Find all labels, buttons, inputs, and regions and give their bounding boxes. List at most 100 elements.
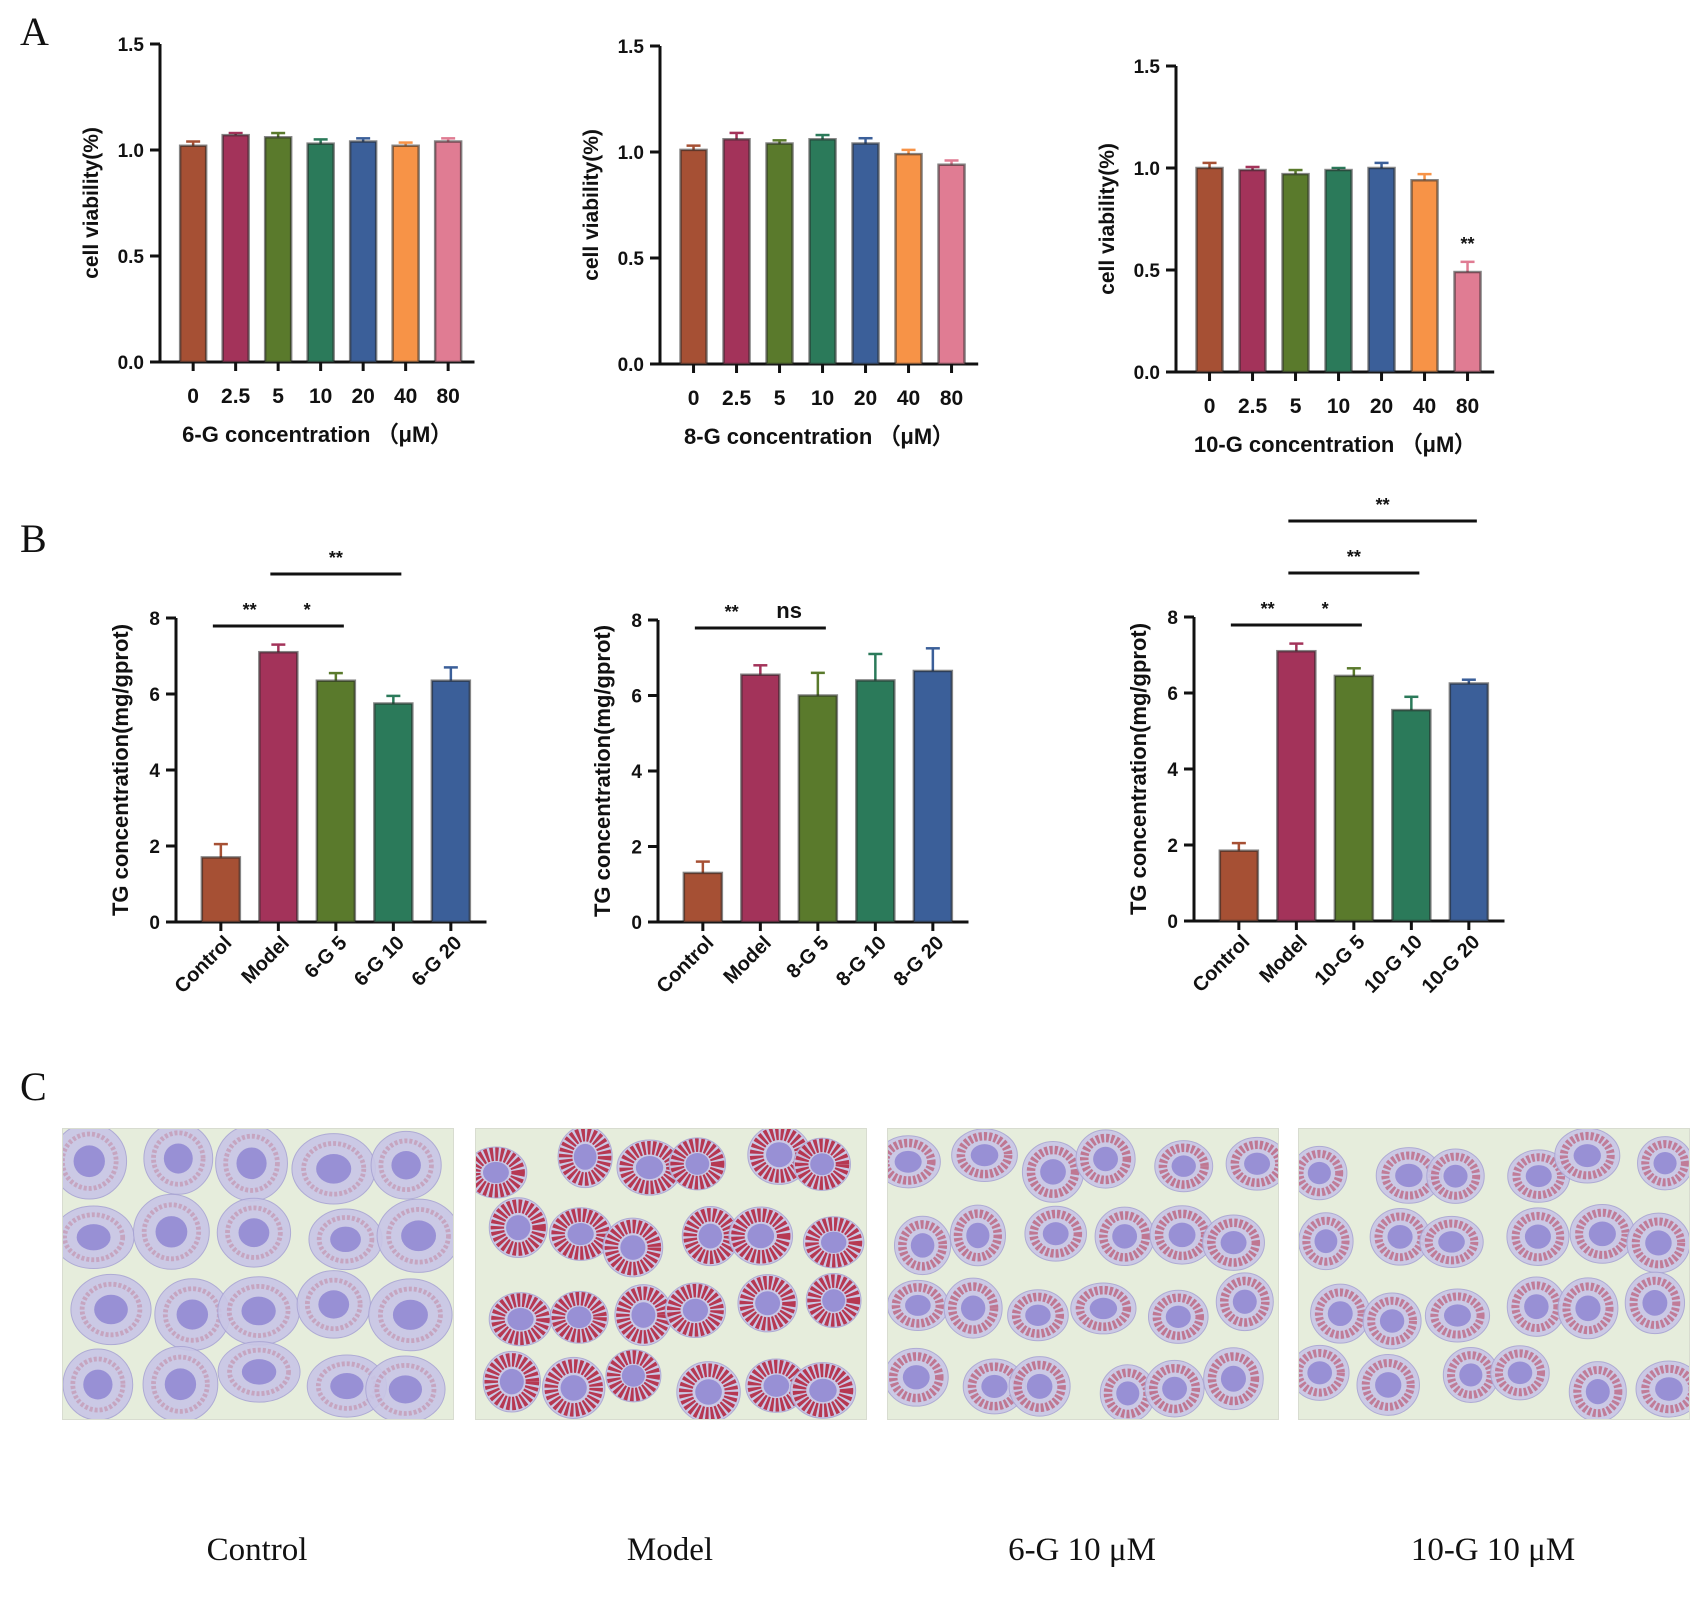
chart-body: 0.0 0.5 1.0 1.5 cell viability(%) 0 2.5 5 10 20 40… [80,35,475,447]
y-tick-label: 1.5 [118,35,145,56]
cell-nucleus [388,1375,423,1404]
cell-nucleus [766,1142,793,1168]
lipid-droplet-ring [63,1131,119,1191]
micrograph-image [888,1129,1278,1419]
bar-2.5 [221,133,250,364]
cell-nucleus [76,1224,111,1251]
bar-5 [1281,172,1310,374]
bar-2.5 [1238,168,1267,374]
lipid-droplet-ring [956,1131,1013,1179]
lipid-droplet-ring [1149,1364,1201,1414]
cell-nucleus [631,1302,656,1328]
bar-8-G-5 [797,694,839,924]
cell-nucleus [981,1374,1008,1398]
lipid-droplet-ring [227,1347,291,1397]
x-tick-label: Model [237,932,293,988]
y-tick-label: 0.0 [118,353,144,374]
y-tick-label: 1.5 [1134,57,1161,78]
x-tick-label: 20 [854,387,877,410]
cell-nucleus [1459,1363,1483,1387]
chart-body: 0.0 0.5 1.0 1.5 cell viability(%) 0 2.5 5 10 20 40… [1096,57,1495,457]
significance-label: ** [725,602,739,622]
micrograph-model [475,1128,867,1420]
cell-nucleus [1026,1373,1053,1399]
bar-10 [306,142,335,364]
lipid-droplet-ring [304,1277,363,1332]
x-tick-label: 0 [1204,395,1216,418]
y-tick-label: 0 [631,913,642,934]
lipid-droplet-ring [386,1207,451,1265]
cell-nucleus [1307,1161,1331,1185]
cell-nucleus [902,1365,930,1390]
lipid-droplet-ring [731,1208,791,1264]
lipid-droplet-ring [1152,1293,1205,1341]
caption-10g-10: 10-G 10 μM [1410,1532,1576,1568]
cell-nucleus [1244,1152,1271,1175]
cell-nucleus [73,1145,105,1178]
significance-label: ** [1347,547,1361,567]
y-tick-label: 0.0 [618,355,644,376]
cell-nucleus [698,1223,723,1249]
cell-nucleus [970,1144,999,1167]
cell-nucleus [1395,1163,1423,1188]
y-tick-label: 6 [149,685,160,706]
cell-nucleus [905,1294,931,1316]
lipid-droplet-ring [1011,1292,1065,1338]
y-tick-label: 0.0 [1134,363,1160,384]
cell-nucleus [1220,1231,1247,1255]
lipid-droplet-ring [301,1141,367,1197]
cell-nucleus [1653,1152,1677,1175]
chart-body: 0 2 4 6 8 TG concentration(mg/gprot) Control Mo… [108,548,487,998]
lipid-droplet-ring [747,1359,806,1412]
x-tick-label: 10-G 20 [1418,931,1485,998]
lipid-droplet-ring [794,1138,850,1190]
x-tick-label: 5 [1290,395,1302,418]
lipid-droplet-ring [476,1147,525,1198]
significance-label: * [1322,599,1329,619]
cell-nucleus [241,1359,277,1385]
y-tick-label: 8 [1167,608,1178,629]
cell-nucleus [763,1374,790,1397]
cell-nucleus [573,1143,597,1170]
bar-8-G-10 [855,679,896,924]
lipid-droplet-ring [888,1352,944,1403]
viability-chart-10g: 0.0 0.5 1.0 1.5 cell viability(%) 0 2.5 5 10 20 40… [1096,57,1495,457]
micrograph-10g-10 [1298,1128,1690,1420]
viability-chart-8g: 0.0 0.5 1.0 1.5 cell viability(%) 0 2.5 5 10 20 40… [580,37,979,449]
cell-nucleus [507,1308,534,1331]
panel-letter-c: C [20,1064,47,1109]
bar-Control [1218,849,1260,923]
cell-nucleus [1025,1304,1051,1326]
lipid-droplet-ring [678,1363,739,1419]
bar-10 [808,138,837,366]
cell-nucleus [1642,1289,1668,1316]
lipid-droplet-ring [1029,1209,1083,1258]
lipid-droplet-ring [888,1138,936,1185]
lipid-droplet-ring [1230,1140,1278,1187]
cell-nucleus [755,1291,781,1316]
x-tick-label: 80 [940,387,963,410]
bar-0 [679,148,708,366]
cell-nucleus [482,1161,509,1184]
caption-model: Model [626,1532,714,1568]
y-tick-label: 8 [631,611,642,632]
bar-20 [348,140,378,364]
x-tick-label: 40 [897,387,920,410]
cell-nucleus [1171,1155,1196,1177]
lipid-droplet-ring [807,1274,861,1327]
bar-Model [258,650,299,924]
lipid-droplet-ring [1641,1140,1689,1187]
y-axis-label: TG concentration(mg/gprot) [108,624,133,916]
lipid-droplet-ring [484,1353,540,1411]
cell-nucleus [1585,1379,1610,1405]
bar-Model [1276,649,1317,923]
cell-nucleus [241,1296,276,1326]
bar-80 [937,163,966,366]
cell-nucleus [164,1368,197,1401]
cell-nucleus [318,1290,350,1319]
x-tick-label: 2.5 [722,387,752,410]
bar-Model [740,673,781,924]
cell-nucleus [1507,1361,1533,1385]
cell-nucleus [391,1151,421,1180]
lipid-droplet-ring [1424,1219,1479,1265]
